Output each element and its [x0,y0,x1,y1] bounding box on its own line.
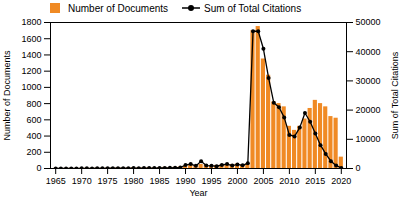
svg-text:1400: 1400 [21,50,41,60]
svg-text:1200: 1200 [21,66,41,76]
svg-text:50000: 50000 [356,17,381,27]
svg-text:1990: 1990 [176,176,196,186]
svg-text:800: 800 [26,98,41,108]
svg-text:1800: 1800 [21,17,41,27]
html-text:Sum of Total Citations: Sum of Total Citations [204,2,302,14]
svg-text:1970: 1970 [72,176,92,186]
svg-text:0: 0 [356,163,361,173]
svg-text:2015: 2015 [305,176,325,186]
svg-text:Year: Year [189,188,207,198]
svg-text:400: 400 [26,131,41,141]
svg-text:1965: 1965 [46,176,66,186]
svg-text:1980: 1980 [124,176,144,186]
svg-text:1000: 1000 [21,82,41,92]
svg-text:10000: 10000 [356,134,381,144]
svg-text:1995: 1995 [201,176,221,186]
svg-text:600: 600 [26,115,41,125]
svg-text:2020: 2020 [331,176,351,186]
svg-text:Number of Documents: Number of Documents [2,50,12,141]
svg-text:0: 0 [36,163,41,173]
svg-text:Sum of Total Citations: Sum of Total Citations [390,51,400,139]
svg-text:30000: 30000 [356,76,381,86]
svg-text:20000: 20000 [356,105,381,115]
svg-text:40000: 40000 [356,47,381,57]
svg-text:1600: 1600 [21,34,41,44]
svg-text:1985: 1985 [150,176,170,186]
html-text:Number of Documents: Number of Documents [68,2,168,14]
svg-text:2000: 2000 [227,176,247,186]
svg-text:2010: 2010 [279,176,299,186]
svg-text:1975: 1975 [98,176,118,186]
svg-text:200: 200 [26,147,41,157]
svg-text:2005: 2005 [253,176,273,186]
